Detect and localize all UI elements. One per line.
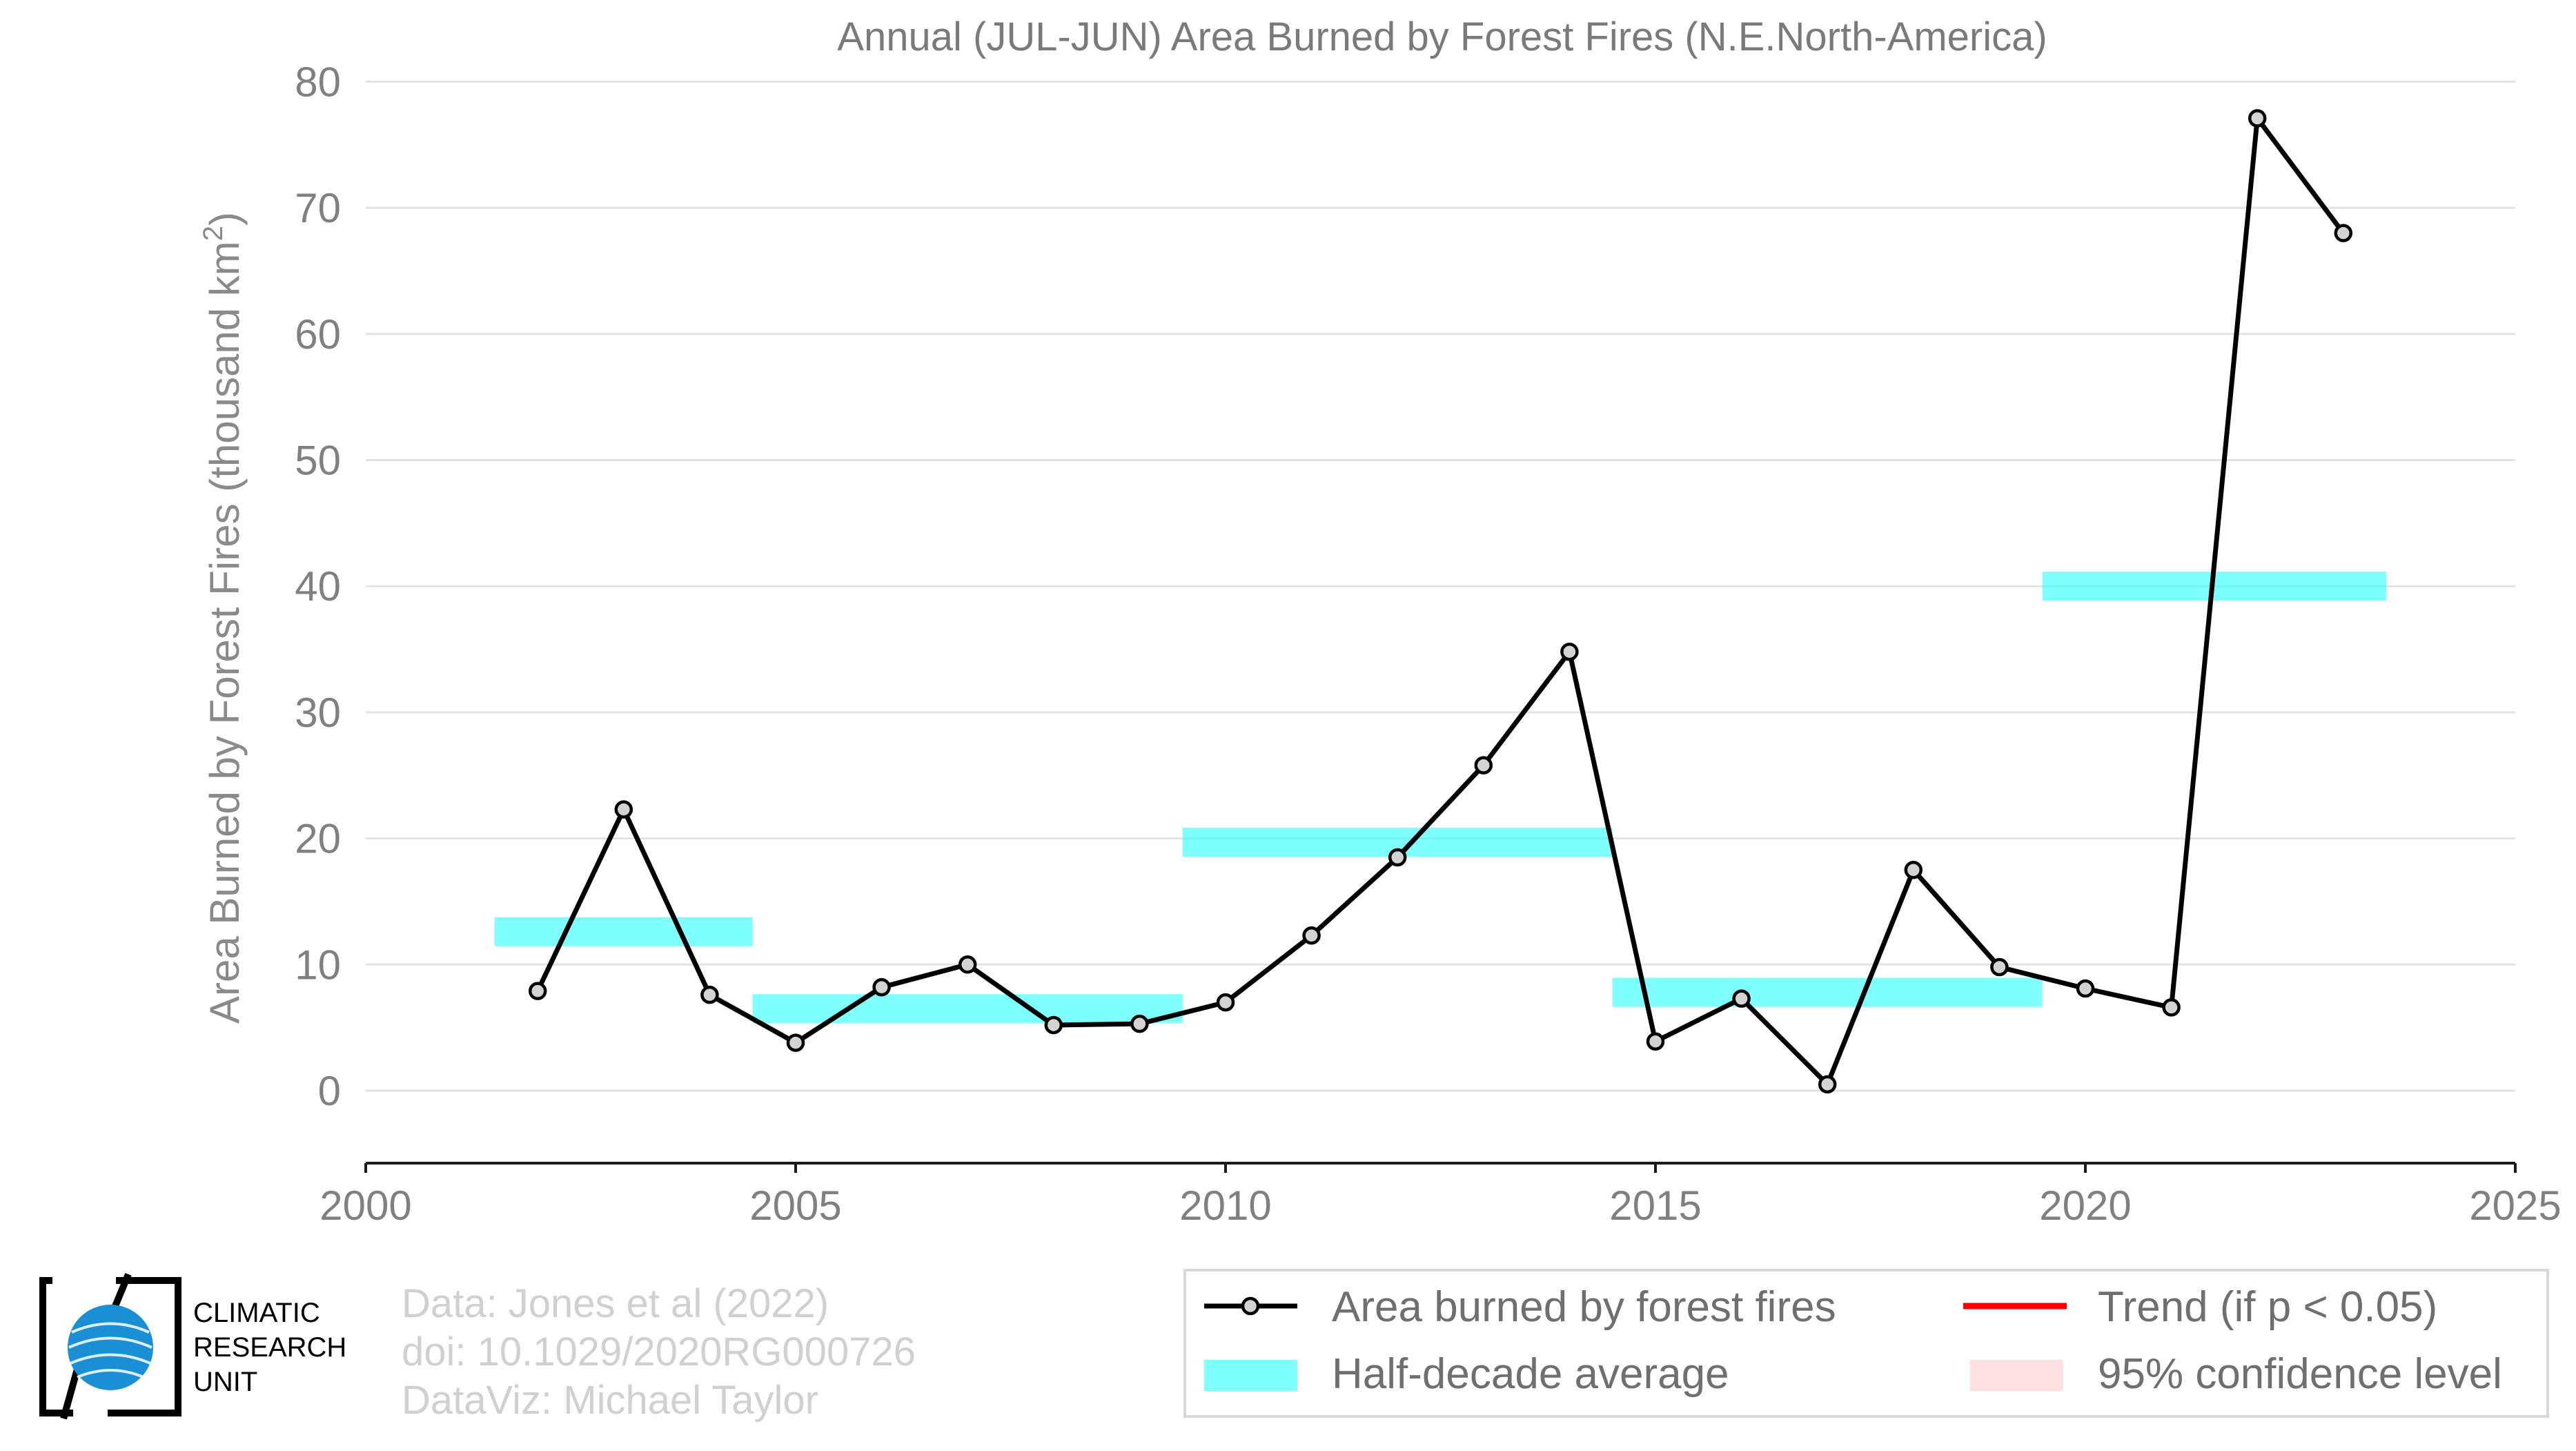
y-tick-label: 10: [295, 942, 341, 988]
legend-confidence-swatch: [1970, 1360, 2063, 1391]
data-point: [1646, 1032, 1665, 1051]
y-tick-label: 0: [318, 1068, 341, 1114]
data-point: [614, 800, 633, 819]
legend: Area burned by forest fires Trend (if p …: [1183, 1269, 2549, 1418]
legend-marker-swatch: [1241, 1296, 1260, 1316]
half-decade-band: [494, 917, 753, 946]
data-point: [958, 955, 977, 974]
y-tick-label: 60: [295, 311, 341, 358]
x-tick-label: 2025: [2469, 1182, 2561, 1229]
y-tick-label: 20: [295, 816, 341, 862]
chart-title: Annual (JUL-JUN) Area Burned by Forest F…: [837, 14, 2047, 59]
x-tick-marks: [364, 1163, 2517, 1173]
series-line-layer: [535, 115, 2346, 1087]
legend-label-area-burned: Area burned by forest fires: [1332, 1283, 1836, 1331]
legend-label-confidence: 95% confidence level: [2098, 1350, 2502, 1398]
credit-doi: doi: 10.1029/2020RG000726: [402, 1330, 916, 1374]
y-tick-label: 50: [295, 438, 341, 484]
legend-frame: [1183, 1269, 2549, 1418]
data-point: [1560, 642, 1579, 661]
x-tick-label: 2020: [2039, 1182, 2131, 1229]
half-decade-band: [752, 994, 1183, 1024]
data-point: [1216, 993, 1235, 1012]
logo-bracket-right: [108, 1277, 181, 1416]
y-tick-label: 30: [295, 690, 341, 736]
y-tick-labels: 0 10 20 30 40 50 60 70 80: [295, 59, 341, 1114]
logo-bracket-left: [39, 1277, 73, 1416]
y-tick-label: 40: [295, 563, 341, 610]
data-point: [2076, 979, 2095, 998]
data-point: [1732, 989, 1751, 1008]
x-tick-label: 2010: [1179, 1182, 1271, 1229]
data-point: [1302, 926, 1321, 945]
legend-band-swatch: [1204, 1360, 1297, 1391]
logo-line-3: UNIT: [193, 1367, 257, 1397]
credit-data-source: Data: Jones et al (2022): [402, 1281, 829, 1326]
y-axis-label-end: ): [201, 212, 248, 226]
data-point: [1130, 1014, 1149, 1033]
data-points: [528, 109, 2353, 1094]
half-decade-band: [1612, 977, 2043, 1007]
data-point: [1990, 957, 2009, 977]
half-decade-bands: [494, 572, 2387, 1024]
y-axis-label: Area Burned by Forest Fires (thousand km…: [198, 212, 248, 1024]
data-point: [872, 977, 891, 997]
y-axis-label-main: Area Burned by Forest Fires (thousand km: [201, 241, 248, 1024]
data-point: [2334, 224, 2353, 242]
x-tick-label: 2005: [749, 1182, 841, 1229]
x-tick-labels: 2000 2005 2010 2015 2020 2025: [319, 1182, 2561, 1229]
data-point: [1818, 1075, 1837, 1094]
logo-line-1: CLIMATIC: [193, 1298, 320, 1328]
data-point: [1474, 756, 1493, 775]
y-tick-label: 80: [295, 59, 341, 105]
credit-dataviz: DataViz: Michael Taylor: [402, 1378, 818, 1423]
y-axis-label-superscript: 2: [198, 226, 228, 241]
data-point: [700, 985, 719, 1004]
logo-line-2: RESEARCH: [193, 1332, 346, 1363]
data-point: [1388, 848, 1407, 867]
globe-icon: [68, 1305, 153, 1390]
data-point: [2162, 998, 2181, 1017]
legend-label-trend: Trend (if p < 0.05): [2098, 1283, 2437, 1331]
cru-logo: CLIMATIC RESEARCH UNIT: [39, 1273, 346, 1420]
x-tick-label: 2000: [319, 1182, 411, 1229]
legend-label-half-decade: Half-decade average: [1332, 1350, 1729, 1398]
y-tick-label: 70: [295, 185, 341, 231]
area-burned-line: [535, 115, 2346, 1087]
data-point: [2248, 109, 2267, 128]
x-tick-label: 2015: [1609, 1182, 1701, 1229]
data-point: [1904, 861, 1923, 879]
grid-lines: [366, 80, 2515, 1092]
data-point: [786, 1033, 805, 1052]
data-point: [1044, 1015, 1063, 1035]
data-point: [528, 982, 547, 1000]
